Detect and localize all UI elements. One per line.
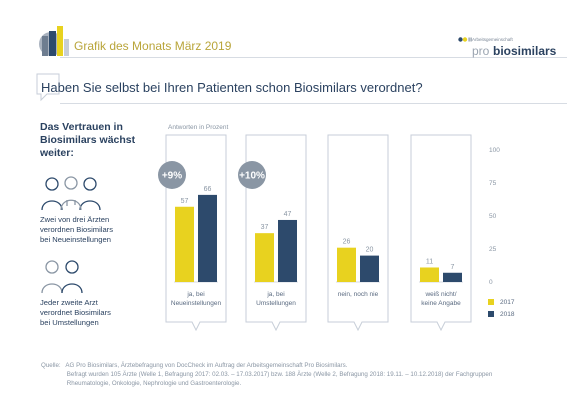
brand-dots-icon — [458, 37, 472, 42]
legend-swatch-2017 — [488, 299, 494, 305]
bar-value-label: 20 — [366, 247, 374, 254]
legend-item-2017: 2017 — [488, 296, 514, 308]
legend-label-2017: 2017 — [500, 298, 515, 306]
bar-2017 — [337, 247, 356, 282]
two-doctors-icon — [41, 260, 83, 294]
brand-name: biosimilars — [493, 44, 557, 58]
y-tick-label: 75 — [489, 180, 497, 187]
source-line: Quelle: AG Pro Biosimilars, Ärztebefragu… — [41, 362, 348, 369]
bar-2018 — [443, 272, 462, 282]
three-doctors-icon — [41, 176, 101, 211]
bar-2017 — [420, 267, 439, 282]
legend-item-2018: 2018 — [488, 308, 514, 320]
sidebar-note-line: Zwei von drei Ärzten — [40, 215, 110, 224]
bar-value-label: 57 — [181, 198, 189, 205]
buildings-logo-icon — [39, 26, 69, 56]
chart-unit-label: Antworten in Prozent — [168, 124, 229, 131]
sidebar-note-line: bei Neueinstellungen — [40, 235, 111, 244]
page-title: Grafik des Monats März 2019 — [74, 39, 232, 53]
change-badge — [238, 161, 266, 189]
y-tick-label: 100 — [489, 147, 500, 154]
bar-2017 — [175, 206, 194, 282]
sidebar-note-line: bei Umstellungen — [40, 318, 99, 327]
bar-value-label: 7 — [451, 264, 455, 271]
bar-2018 — [198, 194, 217, 282]
legend-label-2018: 2018 — [500, 310, 515, 318]
category-label: ja, bei — [266, 291, 284, 298]
sidebar-title-line: weiter: — [40, 147, 74, 159]
bar-value-label: 26 — [343, 239, 351, 246]
category-label: nein, noch nie — [338, 291, 379, 298]
change-badge-label: +9% — [162, 171, 182, 182]
sidebar-title-line: Das Vertrauen in — [40, 121, 123, 133]
change-badge — [158, 161, 186, 189]
source-line: Rheumatologie, Onkologie, Nephrologie un… — [41, 380, 242, 387]
category-panel — [327, 134, 389, 332]
bar-value-label: 66 — [204, 186, 212, 193]
bar-value-label: 37 — [261, 224, 269, 231]
source-note: Quelle: AG Pro Biosimilars, Ärztebefragu… — [41, 361, 561, 388]
legend-swatch-2018 — [488, 311, 494, 317]
source-line: Befragt wurden 105 Ärzte (Welle 1, Befra… — [41, 371, 493, 378]
category-label: Neueinstellungen — [171, 300, 222, 307]
sidebar-title: Das Vertrauen in Biosimilars wächst weit… — [40, 121, 160, 160]
sidebar-note-switching: Jeder zweite Arzt verordnet Biosimilars … — [40, 298, 170, 328]
speech-bubble-icon — [36, 73, 60, 102]
category-label: ja, bei — [186, 291, 204, 298]
chart-question: Haben Sie selbst bei Ihren Patienten sch… — [41, 80, 423, 95]
change-badge-label: +10% — [239, 171, 265, 182]
brand-tagline: Arbeitsgemeinschaft — [472, 37, 513, 42]
sidebar-note-line: verordnet Biosimilars — [40, 308, 111, 317]
y-tick-label: 50 — [489, 213, 497, 220]
y-tick-label: 25 — [489, 246, 497, 253]
brand-prefix: pro — [472, 44, 490, 58]
sidebar-note-new-prescriptions: Zwei von drei Ärzten verordnen Biosimila… — [40, 215, 170, 245]
sidebar-note-line: Jeder zweite Arzt — [40, 298, 98, 307]
bar-value-label: 47 — [284, 211, 292, 218]
category-label: weiß nicht/ — [424, 291, 456, 298]
bar-2018 — [360, 255, 379, 282]
bar-value-label: 11 — [426, 258, 433, 265]
y-tick-label: 0 — [489, 279, 493, 286]
legend: 2017 2018 — [488, 296, 514, 320]
category-label: Umstellungen — [256, 300, 296, 307]
bar-2017 — [255, 233, 274, 282]
sidebar-title-line: Biosimilars wächst — [40, 134, 136, 146]
headline-divider — [60, 103, 567, 104]
sidebar-note-line: verordnen Biosimilars — [40, 225, 114, 234]
category-label: keine Angabe — [421, 300, 461, 307]
bar-2018 — [278, 219, 297, 282]
header-divider — [60, 57, 567, 58]
